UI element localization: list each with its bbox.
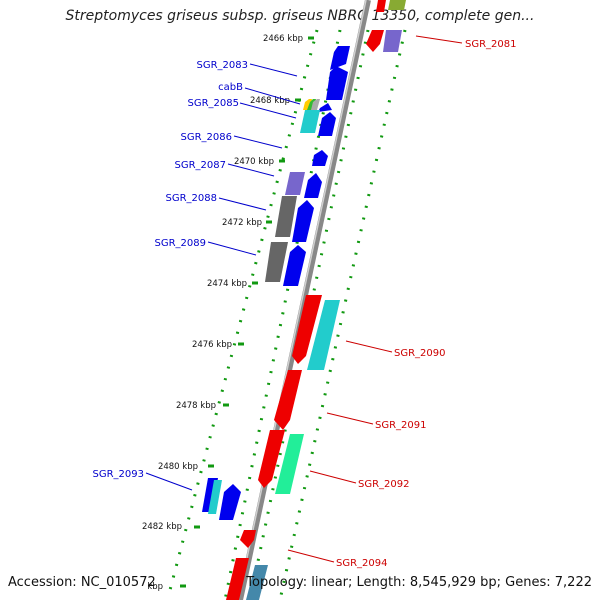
gene-arrow[interactable] <box>376 0 386 12</box>
gene-arrow[interactable] <box>275 196 297 237</box>
leader-line <box>207 241 257 256</box>
gene-arrow[interactable] <box>311 99 320 110</box>
gene-label-sgr-2088[interactable]: SGR_2088 <box>166 193 218 204</box>
gene-arrow[interactable] <box>304 173 322 198</box>
kbp-label: 2470 kbp <box>234 157 274 167</box>
leader-line <box>287 549 335 563</box>
gene-arrow[interactable] <box>307 300 340 370</box>
gene-arrow[interactable] <box>283 245 306 286</box>
leader-line <box>218 197 267 211</box>
reverse-genes <box>226 0 406 600</box>
leader-line <box>249 63 298 77</box>
gene-arrow[interactable] <box>226 558 249 600</box>
leader-line <box>145 472 193 491</box>
accession-text: Accession: NC_010572 <box>8 575 156 590</box>
gene-arrow[interactable] <box>326 66 348 100</box>
kbp-label: 2472 kbp <box>222 218 262 228</box>
leader-line <box>227 163 275 177</box>
dotted-guide-outer-left <box>168 29 319 591</box>
gene-arrow[interactable] <box>383 30 402 52</box>
gene-arrow[interactable] <box>274 370 302 430</box>
genome-backbone-highlight <box>237 0 367 600</box>
gene-label-sgr-2090[interactable]: SGR_2090 <box>394 348 446 359</box>
gene-arrow[interactable] <box>318 103 332 112</box>
gene-label-sgr-2092[interactable]: SGR_2092 <box>358 479 410 490</box>
gene-arrow[interactable] <box>240 530 256 548</box>
gene-label-sgr-2085[interactable]: SGR_2085 <box>188 98 240 109</box>
genome-summary-text: Topology: linear; Length: 8,545,929 bp; … <box>246 575 592 590</box>
kbp-label: kbp <box>147 582 163 592</box>
gene-arrow[interactable] <box>246 565 268 600</box>
leader-line <box>345 340 393 353</box>
dotted-guide-outer-right <box>278 29 407 600</box>
gene-arrow[interactable] <box>300 110 320 133</box>
kbp-label: 2482 kbp <box>142 522 182 532</box>
gene-label-sgr-2091[interactable]: SGR_2091 <box>375 420 427 431</box>
leader-line <box>233 135 283 149</box>
map-title: Streptomyces griseus subsp. griseus NBRC… <box>65 8 535 24</box>
gene-label-sgr-2083[interactable]: SGR_2083 <box>197 60 249 71</box>
gene-arrow[interactable] <box>219 484 241 520</box>
forward-genes <box>202 46 350 520</box>
gene-arrow[interactable] <box>330 46 350 70</box>
kbp-label: 2476 kbp <box>192 340 232 350</box>
gene-arrow[interactable] <box>318 112 336 136</box>
gene-label-cabb[interactable]: cabB <box>218 82 243 93</box>
gene-arrow[interactable] <box>258 430 285 488</box>
kbp-label: 2478 kbp <box>176 401 216 411</box>
leader-line <box>415 35 463 44</box>
leader-line <box>309 470 357 484</box>
dotted-guide-inner-right <box>248 29 370 600</box>
gene-label-sgr-2081[interactable]: SGR_2081 <box>465 39 517 50</box>
kbp-label: 2474 kbp <box>207 279 247 289</box>
gene-arrow[interactable] <box>388 0 406 10</box>
leader-line <box>244 87 301 105</box>
leader-line <box>239 102 297 119</box>
gene-label-sgr-2093[interactable]: SGR_2093 <box>93 469 145 480</box>
gene-arrow[interactable] <box>366 30 384 52</box>
gene-arrow[interactable] <box>292 295 322 364</box>
genome-backbone <box>237 0 371 600</box>
gene-label-sgr-2087[interactable]: SGR_2087 <box>175 160 227 171</box>
gene-arrow[interactable] <box>265 242 288 282</box>
gene-label-sgr-2086[interactable]: SGR_2086 <box>181 132 233 143</box>
leader-line <box>326 412 374 425</box>
gene-arrow[interactable] <box>292 200 314 242</box>
gene-arrow[interactable] <box>275 434 304 494</box>
gene-label-sgr-2089[interactable]: SGR_2089 <box>155 238 207 249</box>
gene-arrow[interactable] <box>312 150 328 166</box>
kbp-label: 2468 kbp <box>250 96 290 106</box>
gene-label-sgr-2094[interactable]: SGR_2094 <box>336 558 388 569</box>
gene-arrow[interactable] <box>285 172 305 195</box>
gene-arrow[interactable] <box>208 480 222 514</box>
kbp-label: 2466 kbp <box>263 34 303 44</box>
kbp-label: 2480 kbp <box>158 462 198 472</box>
